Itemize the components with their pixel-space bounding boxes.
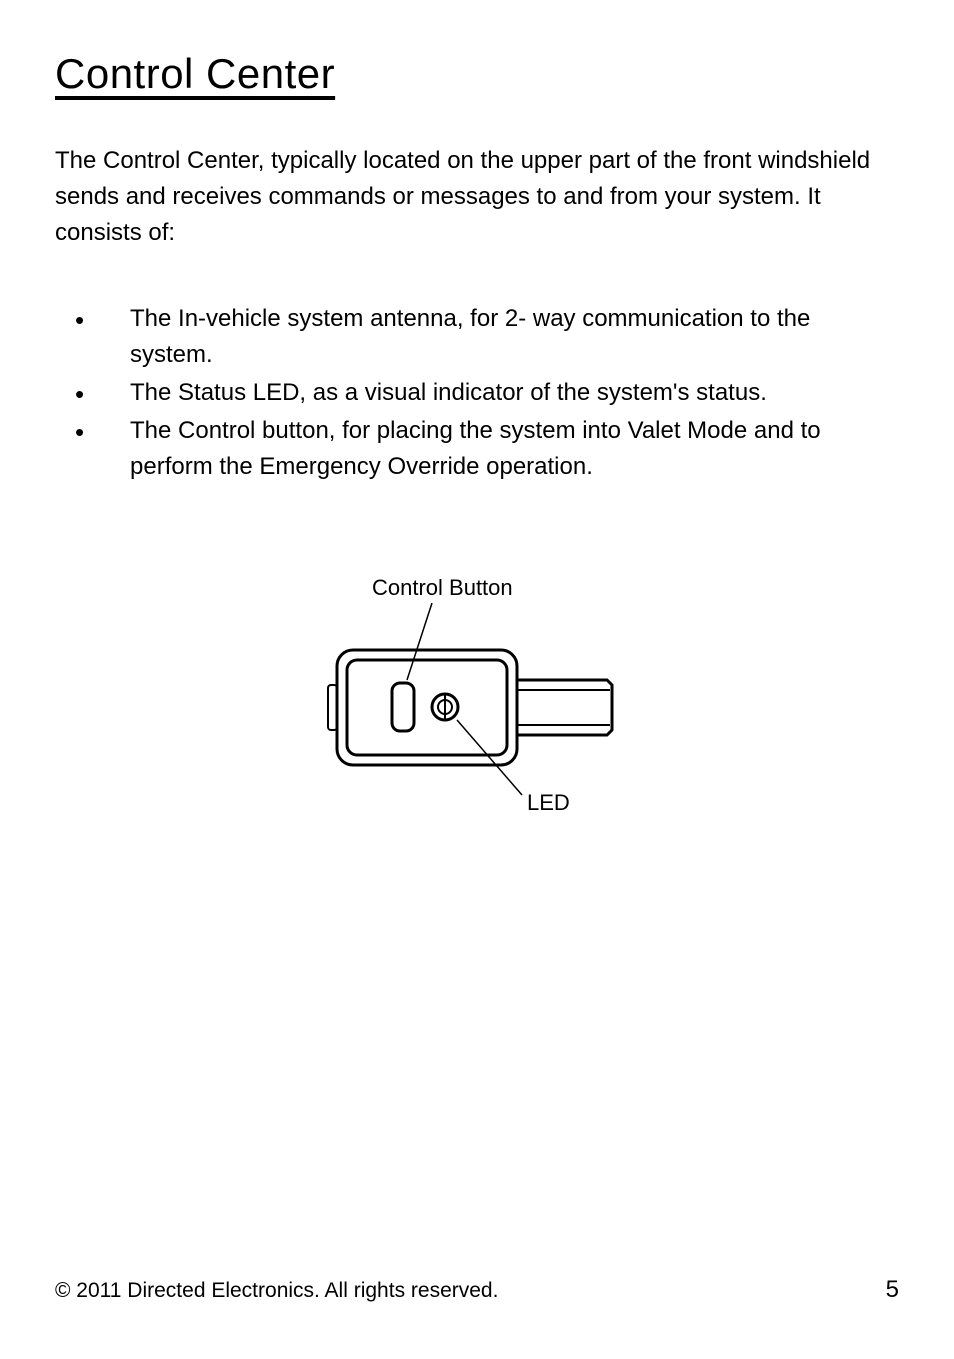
list-item: The In-vehicle system antenna, for 2- wa…	[75, 301, 899, 373]
led-leader-line	[457, 720, 522, 795]
control-button-shape	[392, 683, 414, 731]
intro-paragraph: The Control Center, typically located on…	[55, 143, 899, 251]
list-item: The Control button, for placing the syst…	[75, 413, 899, 485]
device-antenna-outer	[517, 680, 612, 735]
copyright-text: © 2011 Directed Electronics. All rights …	[55, 1279, 498, 1303]
page-footer: © 2011 Directed Electronics. All rights …	[55, 1276, 899, 1304]
page-number: 5	[886, 1276, 899, 1304]
device-body-outer	[337, 650, 517, 765]
page-title: Control Center	[55, 50, 899, 98]
control-center-diagram-svg: Control Button LED	[267, 565, 687, 845]
led-label: LED	[527, 790, 570, 815]
feature-list: The In-vehicle system antenna, for 2- wa…	[55, 301, 899, 485]
device-diagram: Control Button LED	[55, 565, 899, 850]
control-button-leader-line	[407, 603, 432, 680]
control-button-label: Control Button	[372, 575, 513, 600]
list-item: The Status LED, as a visual indicator of…	[75, 375, 899, 411]
device-body-inner	[347, 660, 507, 755]
